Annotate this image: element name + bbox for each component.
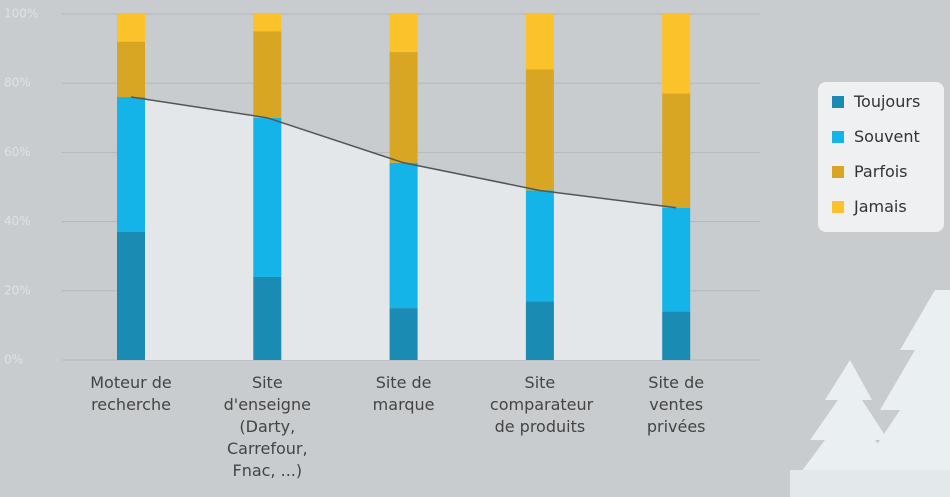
legend-swatch [832, 201, 844, 213]
legend-item: Parfois [832, 162, 908, 181]
bar-segment [253, 276, 282, 360]
x-tick-label: Site comparateur de produits [489, 373, 594, 436]
y-tick-label: 80% [4, 76, 31, 90]
bar-segment [525, 69, 554, 191]
bar-segment [117, 14, 145, 42]
x-tick-label: Site de ventes privées [646, 373, 706, 436]
bar-segment [389, 308, 418, 360]
bar-segment [525, 301, 554, 360]
legend-swatch [832, 131, 844, 143]
trend-line [130, 96, 677, 209]
legend-label: Jamais [854, 197, 907, 216]
x-tick-label: Site d'enseigne (Darty, Carrefour, Fnac,… [223, 373, 311, 480]
legend-item: Toujours [832, 92, 920, 111]
bar-segment [117, 41, 145, 98]
legend-label: Toujours [854, 92, 921, 111]
bar-segment [389, 162, 418, 309]
bar-segment [389, 14, 418, 53]
bar-segment [117, 97, 145, 232]
y-tick-label: 60% [4, 145, 31, 159]
y-tick-label: 0% [4, 353, 23, 367]
y-tick-label: 20% [4, 283, 31, 297]
bar-segment [662, 14, 691, 94]
bar-segment [525, 14, 554, 70]
bar-segment [662, 207, 691, 312]
legend-item: Jamais [832, 197, 907, 216]
legend-label: Parfois [854, 162, 908, 181]
bar-segment [253, 117, 282, 277]
x-tick-label: Moteur de recherche [90, 373, 172, 414]
tree-decoration [790, 290, 950, 497]
legend-swatch [832, 96, 844, 108]
bar-segment [253, 31, 282, 118]
bar-segment [117, 231, 145, 360]
legend-item: Souvent [832, 127, 920, 146]
bar-segment [389, 52, 418, 163]
legend-label: Souvent [854, 127, 920, 146]
y-tick-label: 40% [4, 214, 31, 228]
legend: Toujours Souvent Parfois Jamais [818, 82, 944, 232]
bar-segment [662, 93, 691, 208]
y-tick-label: 100% [4, 7, 38, 21]
x-tick-label: Site de marque [372, 373, 435, 414]
bar-segment [662, 311, 691, 360]
bar-segment [525, 190, 554, 302]
bar-segment [253, 14, 282, 32]
legend-swatch [832, 166, 844, 178]
